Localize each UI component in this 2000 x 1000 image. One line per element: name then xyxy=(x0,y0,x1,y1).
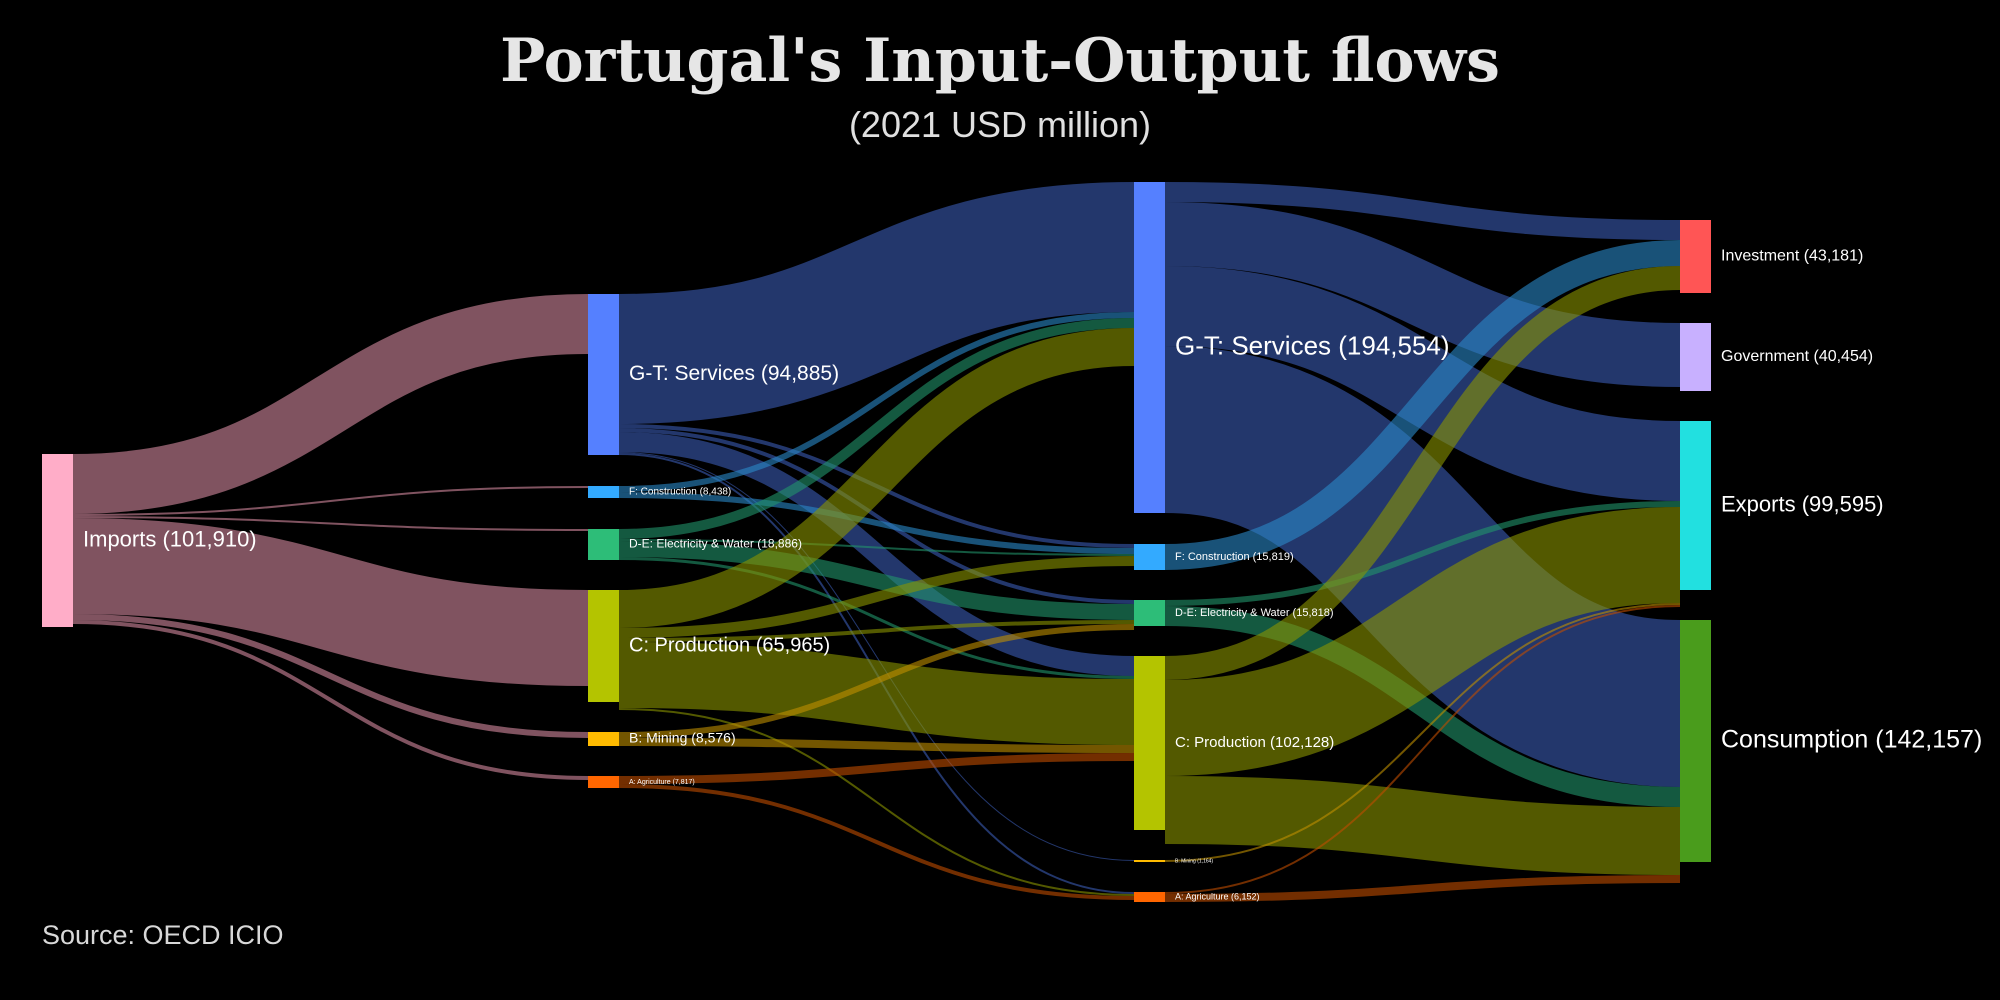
flow-imports-to-a1 xyxy=(72,620,589,780)
node-label-f2: F: Construction (15,819) xyxy=(1175,551,1294,563)
node-label-imports: Imports (101,910) xyxy=(83,526,257,551)
node-label-de2: D-E: Electricity & Water (15,818) xyxy=(1175,607,1334,619)
flow-imports-to-de1 xyxy=(72,516,589,531)
flow-f1-to-f2 xyxy=(618,492,1135,554)
node-label-s2: G-T: Services (194,554) xyxy=(1175,330,1450,360)
flow-imports-to-b1 xyxy=(72,614,589,738)
node-label-c2: C: Production (102,128) xyxy=(1175,734,1334,751)
node-inv xyxy=(1680,220,1711,293)
node-label-inv: Investment (43,181) xyxy=(1721,248,1863,265)
flow-b1-to-de2 xyxy=(618,624,1135,738)
flow-links xyxy=(72,182,1683,902)
node-label-a2: A: Agriculture (6,152) xyxy=(1175,891,1260,901)
node-label-s1: G-T: Services (94,885) xyxy=(629,362,839,385)
node-imports xyxy=(42,454,73,627)
node-a2 xyxy=(1134,892,1165,902)
node-label-a1: A: Agriculture (7,817) xyxy=(629,779,695,786)
node-label-gov: Government (40,454) xyxy=(1721,348,1873,365)
flow-b2-to-exp xyxy=(1164,603,1681,862)
node-labels: Imports (101,910) G-T: Services (94,885) F… xyxy=(83,248,1982,902)
flow-f1-to-s2 xyxy=(618,312,1135,492)
flow-de1-to-f2 xyxy=(618,539,1135,556)
flow-de1-to-s2 xyxy=(618,318,1135,539)
node-label-c1: C: Production (65,965) xyxy=(629,634,830,656)
flow-imports-to-f1 xyxy=(72,486,589,516)
node-a1 xyxy=(588,776,619,788)
flow-imports-to-c1 xyxy=(72,518,589,686)
flow-f2-to-inv xyxy=(1164,240,1681,570)
flow-s2-to-con xyxy=(1162,346,1683,787)
flow-c1-to-a2 xyxy=(618,708,1135,896)
node-c1 xyxy=(588,590,619,702)
flow-c2-to-inv xyxy=(1164,266,1681,680)
chart-title: Portugal's Input-Output flows xyxy=(500,26,1500,96)
node-b1 xyxy=(588,732,619,746)
flow-nodes xyxy=(42,182,1711,902)
flow-s1-to-c2 xyxy=(618,432,1135,676)
node-con xyxy=(1680,620,1711,862)
flow-de1-to-de2 xyxy=(618,541,1135,620)
flow-c2-to-con xyxy=(1164,776,1681,875)
node-label-exp: Exports (99,595) xyxy=(1721,491,1884,516)
flow-s2-to-exp xyxy=(1164,266,1681,501)
flow-s1-to-s2 xyxy=(618,182,1135,424)
node-de1 xyxy=(588,529,619,560)
flow-s1-to-de2 xyxy=(618,428,1135,604)
flow-c2-to-exp xyxy=(1164,507,1681,776)
flow-de2-to-exp xyxy=(1164,501,1681,606)
flow-a1-to-a2 xyxy=(618,784,1135,900)
flow-de1-to-c2 xyxy=(618,557,1135,679)
flow-c1-to-c2 xyxy=(618,642,1135,745)
flow-a1-to-c2 xyxy=(618,753,1135,784)
node-s1 xyxy=(588,294,619,455)
node-label-con: Consumption (142,157) xyxy=(1721,726,1982,754)
node-label-b1: B: Mining (8,576) xyxy=(629,730,736,746)
flow-imports-to-s1 xyxy=(72,294,589,514)
node-s2 xyxy=(1134,182,1165,513)
node-c2 xyxy=(1134,656,1165,830)
flow-b1-to-c2 xyxy=(618,738,1135,753)
flow-a2-to-con xyxy=(1164,875,1681,902)
node-f2 xyxy=(1134,544,1165,570)
node-gov xyxy=(1680,323,1711,391)
flow-de2-to-con xyxy=(1164,606,1681,807)
node-exp xyxy=(1680,421,1711,590)
node-de2 xyxy=(1134,600,1165,626)
flow-c1-to-de2 xyxy=(618,620,1135,642)
flow-c1-to-s2 xyxy=(618,328,1135,628)
node-label-f1: F: Construction (8,438) xyxy=(629,487,731,498)
node-label-de1: D-E: Electricity & Water (18,886) xyxy=(629,537,802,551)
source-note: Source: OECD ICIO xyxy=(42,920,284,950)
flow-s2-to-gov xyxy=(1164,202,1681,387)
flow-s2-to-inv xyxy=(1164,182,1681,240)
node-label-b2: B: Mining (1,164) xyxy=(1175,858,1213,864)
node-b2 xyxy=(1134,860,1165,862)
chart-subtitle: (2021 USD million) xyxy=(848,104,1152,145)
flow-c1-to-f2 xyxy=(618,556,1135,638)
node-f1 xyxy=(588,486,619,498)
flow-a2-to-exp xyxy=(1164,605,1681,894)
